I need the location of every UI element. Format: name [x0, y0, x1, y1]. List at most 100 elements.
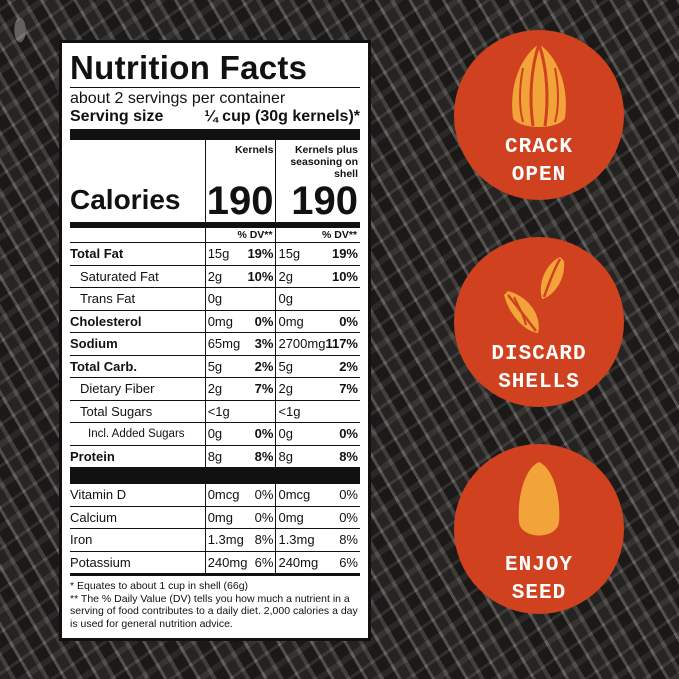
nutrient-row: Incl. Added Sugars 0g 0% 0g 0%: [70, 422, 360, 445]
nutrient-row: Total Fat 15g 19% 15g 19%: [70, 242, 360, 265]
seasoned-amount: 2700mg: [275, 332, 326, 355]
seed-shells-icon: [504, 257, 565, 333]
calories-value-kernels: 190: [204, 180, 276, 223]
nutrient-row: Calcium 0mg 0% 0mg 0%: [70, 505, 360, 529]
seasoned-dv: 0%: [325, 309, 360, 333]
label-title: Nutrition Facts: [70, 51, 360, 88]
footnote-serving: * Equates to about 1 cup in shell (66g): [70, 580, 249, 592]
calories-label: Calories: [70, 184, 181, 215]
kernels-dv: 0%: [247, 505, 276, 529]
kernels-dv: 0%: [247, 422, 276, 445]
kernel-icon: [518, 462, 560, 536]
seasoned-dv: 0%: [325, 505, 360, 529]
seasoned-amount: 1.3mg: [275, 528, 326, 551]
seasoned-dv: 0%: [325, 422, 360, 445]
nutrient-row: Cholesterol 0mg 0% 0mg 0%: [70, 309, 360, 333]
nutrient-name: Iron: [70, 528, 206, 551]
seasoned-dv: [325, 399, 360, 423]
nutrient-name: Sodium: [70, 332, 206, 355]
serving-size-label: Serving size: [70, 108, 164, 125]
seasoned-dv: 19%: [325, 242, 360, 265]
kernels-amount: 5g: [204, 354, 248, 378]
seasoned-amount: 2g: [275, 264, 326, 288]
seasoned-amount: 0g: [275, 422, 326, 445]
seasoned-dv: 8%: [325, 444, 360, 468]
seasoned-dv: [325, 287, 360, 310]
nutrient-row: Saturated Fat 2g 10% 2g 10%: [70, 264, 360, 288]
kernels-amount: 1.3mg: [204, 528, 248, 551]
step3-line2: SEED: [511, 582, 567, 605]
nutrient-row: Trans Fat 0g 0g: [70, 287, 360, 310]
kernels-amount: 2g: [204, 264, 248, 288]
step2-line2: SHELLS: [498, 371, 580, 394]
seasoned-amount: 240mg: [275, 550, 326, 573]
kernels-amount: 0mcg: [204, 484, 248, 506]
seasoned-amount: 8g: [275, 444, 326, 468]
dv-header-2: % DV**: [275, 228, 360, 243]
seasoned-amount: 2g: [275, 377, 326, 400]
kernels-dv: 8%: [247, 528, 276, 551]
nutrient-row: Sodium 65mg 3% 2700mg 117%: [70, 332, 360, 355]
col2-header: Kernels plus seasoning on shell: [275, 140, 360, 180]
seasoned-dv: 2%: [325, 354, 360, 378]
serving-size-row: Serving size ¼ cup (30g kernels)*: [70, 108, 360, 126]
nutrient-row: Vitamin D 0mcg 0% 0mcg 0%: [70, 484, 360, 506]
step3-line1: ENJOY: [504, 554, 573, 577]
kernels-dv: 6%: [247, 550, 276, 573]
kernels-amount: 240mg: [204, 550, 248, 573]
step-discard-shells: DISCARD SHELLS: [454, 237, 624, 407]
kernels-dv: 19%: [247, 242, 276, 265]
nutrient-row: Total Sugars <1g <1g: [70, 399, 360, 423]
dv-header-row: % DV** % DV**: [70, 228, 360, 243]
seasoned-dv: 0%: [339, 487, 358, 503]
seasoned-dv: 8%: [325, 528, 360, 551]
seasoned-amount: 15g: [275, 242, 326, 265]
seasoned-amount: 5g: [275, 354, 326, 378]
nutrient-row: Dietary Fiber 2g 7% 2g 7%: [70, 377, 360, 400]
kernels-dv: 3%: [247, 332, 276, 355]
nutrient-name: Total Fat: [70, 242, 206, 265]
nutrient-name: Protein: [70, 444, 206, 468]
kernels-amount: 0mg: [204, 505, 248, 529]
step1-line1: CRACK: [504, 136, 573, 159]
serving-size-value: ¼ cup (30g kernels)*: [204, 108, 360, 125]
kernels-amount: 0mg: [204, 309, 248, 333]
kernels-dv: [247, 287, 276, 310]
nutrient-row: Potassium 240mg 6% 240mg 6%: [70, 550, 360, 573]
step1-line2: OPEN: [511, 164, 567, 187]
nutrient-name: Saturated Fat: [70, 264, 206, 288]
nutrient-name: Vitamin D: [70, 487, 127, 503]
seasoned-amount: 0g: [275, 287, 326, 310]
kernels-dv: 10%: [247, 264, 276, 288]
footnotes: * Equates to about 1 cup in shell (66g) …: [70, 573, 360, 630]
kernels-amount: 8g: [204, 444, 248, 468]
kernels-amount: 65mg: [204, 332, 248, 355]
calories-row: Calories Kernels Kernels plus seasoning …: [70, 140, 360, 215]
seasoned-dv: 10%: [325, 264, 360, 288]
nutrient-name: Calcium: [70, 505, 206, 529]
nutrient-name: Trans Fat: [70, 287, 206, 310]
seasoned-dv: 7%: [325, 377, 360, 400]
nutrient-name: Incl. Added Sugars: [70, 422, 206, 445]
nutrient-name: Dietary Fiber: [70, 377, 206, 400]
servings-per-container: about 2 servings per container: [70, 90, 286, 107]
nutrient-row: Protein 8g 8% 8g 8%: [70, 444, 360, 468]
footnote-dv: ** The % Daily Value (DV) tells you how …: [70, 592, 358, 630]
medium-divider: [70, 222, 360, 228]
seasoned-amount: <1g: [275, 399, 326, 423]
step-crack-open: CRACK OPEN: [454, 30, 624, 200]
nutrient-name: Cholesterol: [70, 309, 206, 333]
kernels-amount: 15g: [204, 242, 248, 265]
kernels-amount: 0g: [204, 287, 248, 310]
seasoned-dv: 117%: [325, 332, 360, 355]
thick-divider-2: [70, 467, 360, 484]
nutrition-table: Calories Kernels Kernels plus seasoning …: [70, 140, 360, 573]
nutrition-facts-label: Nutrition Facts about 2 servings per con…: [59, 40, 371, 641]
kernels-amount: 2g: [204, 377, 248, 400]
nutrient-name: Total Sugars: [70, 399, 206, 423]
nutrient-row: Iron 1.3mg 8% 1.3mg 8%: [70, 528, 360, 551]
calories-value-seasoned: 190: [275, 180, 360, 223]
kernels-dv: 0%: [254, 487, 274, 503]
step2-line1: DISCARD: [491, 343, 587, 366]
kernels-amount: 0g: [204, 422, 248, 445]
